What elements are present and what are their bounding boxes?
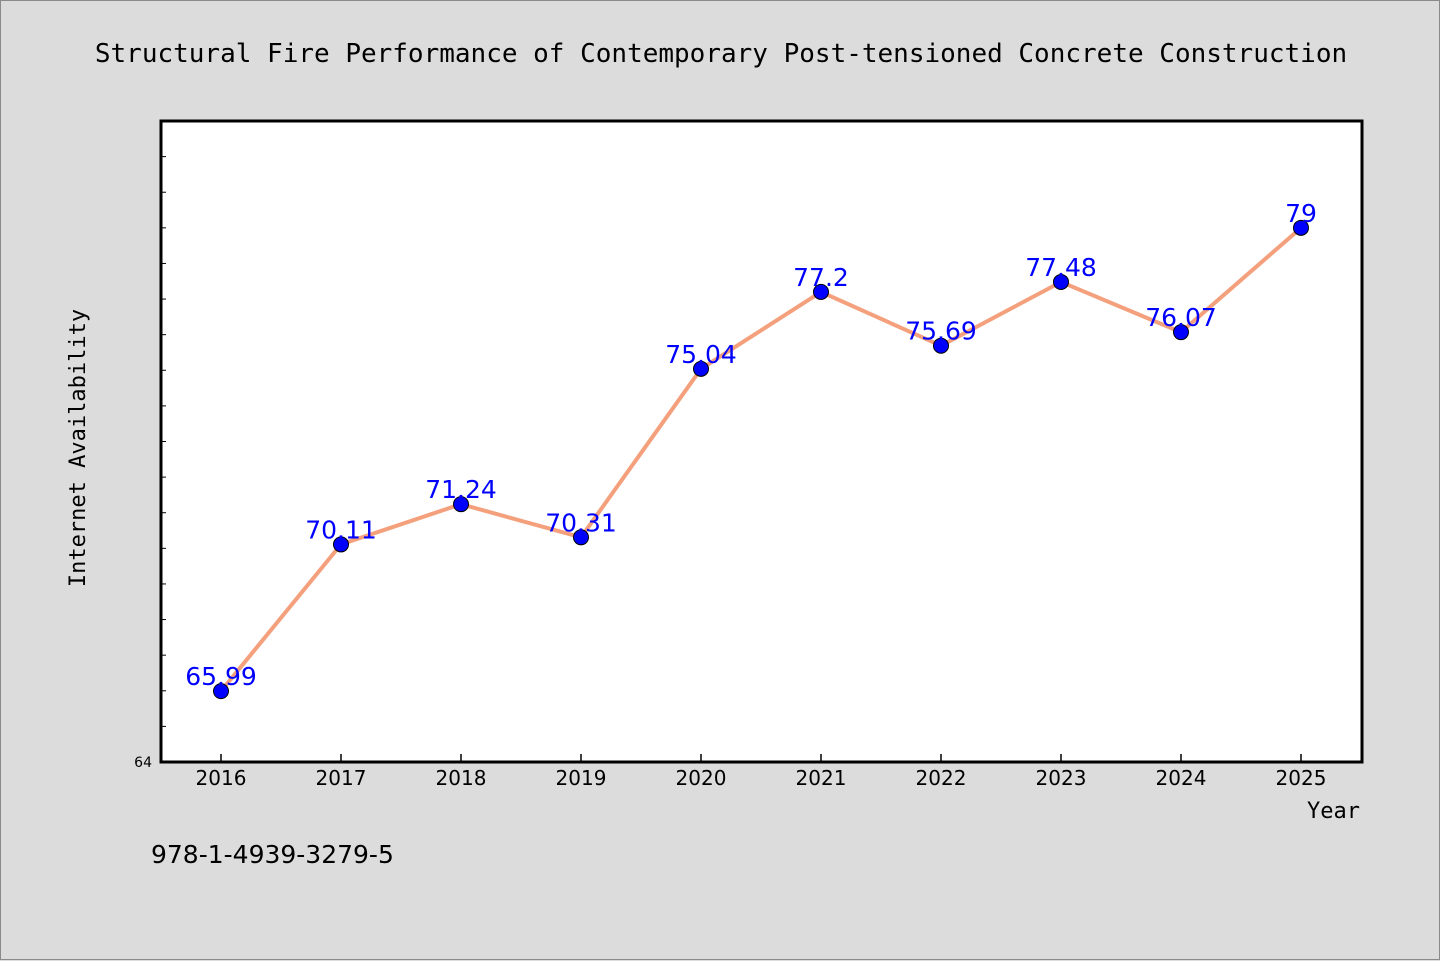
x-tick-label: 2022 [916, 766, 967, 790]
x-axis-label: Year [1307, 799, 1360, 824]
x-tick-label: 2018 [436, 766, 487, 790]
data-label: 75.04 [665, 340, 737, 369]
data-label: 77.48 [1025, 253, 1097, 282]
x-tick-label: 2023 [1036, 766, 1087, 790]
chart-title: Structural Fire Performance of Contempor… [95, 39, 1347, 69]
x-tick-label: 2021 [796, 766, 847, 790]
plot-area [161, 121, 1362, 762]
x-tick-label: 2024 [1156, 766, 1207, 790]
data-label: 77.2 [793, 263, 849, 292]
x-tick-label: 2017 [316, 766, 367, 790]
x-tick-label: 2020 [676, 766, 727, 790]
x-tick-label: 2016 [196, 766, 247, 790]
data-label: 65.99 [185, 662, 257, 691]
y-tick-label-min: 64 [134, 755, 152, 771]
x-tick-label: 2025 [1276, 766, 1327, 790]
data-label: 70.11 [305, 515, 377, 544]
y-axis-label: Internet Availability [66, 309, 91, 587]
data-label: 76.07 [1145, 303, 1217, 332]
data-label: 70.31 [545, 508, 617, 537]
data-label: 79 [1285, 199, 1317, 228]
data-label: 75.69 [905, 317, 977, 346]
x-tick-label: 2019 [556, 766, 607, 790]
isbn-text: 978-1-4939-3279-5 [151, 840, 394, 869]
data-label: 71.24 [425, 475, 497, 504]
